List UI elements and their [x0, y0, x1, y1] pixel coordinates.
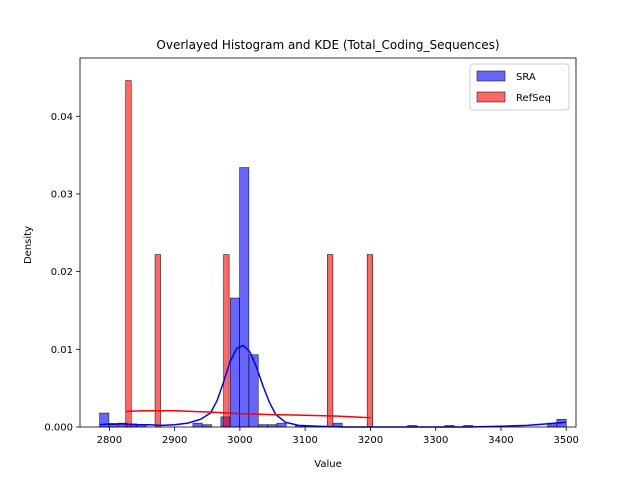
sra-bar	[229, 297, 240, 428]
refseq-kde-line	[125, 409, 371, 419]
x-tick-label: 3100	[292, 435, 317, 446]
legend: SRA RefSeq	[469, 63, 570, 111]
legend-swatch-sra	[476, 70, 506, 82]
sra-bar	[276, 422, 287, 428]
legend-label-sra: SRA	[516, 72, 536, 83]
x-tick-label: 3300	[423, 435, 448, 446]
sra-bar	[192, 422, 203, 428]
legend-label-refseq: RefSeq	[516, 93, 551, 104]
x-tick-label: 3200	[358, 435, 383, 446]
x-axis-title: Value	[314, 459, 341, 470]
x-tick-label: 3400	[488, 435, 513, 446]
x-tick-label: 2900	[162, 435, 187, 446]
y-tick-label: 0.04	[51, 112, 73, 123]
sra-bar	[239, 167, 250, 428]
refseq-bar	[327, 254, 334, 428]
x-tick-label: 3500	[553, 435, 578, 446]
y-tick-label: 0.02	[51, 267, 73, 278]
x-tick-label: 3000	[227, 435, 252, 446]
axes-frame	[79, 57, 577, 428]
y-tick-label: 0.000	[44, 423, 73, 434]
legend-swatch-refseq	[476, 91, 506, 103]
refseq-bar	[154, 254, 161, 428]
refseq-bar	[125, 80, 132, 428]
refseq-bar	[223, 254, 230, 428]
y-tick-label: 0.03	[51, 189, 73, 200]
axes: 2800 2900 3000 3100 3200 3300 3400 3500 0.000 0.0…	[44, 57, 579, 446]
x-tick-label: 2800	[97, 435, 122, 446]
chart-title: Overlayed Histogram and KDE (Total_Codin…	[156, 38, 499, 52]
y-tick-label: 0.01	[51, 345, 73, 356]
sra-bar	[248, 354, 259, 428]
y-axis-title: Density	[23, 226, 34, 264]
refseq-bar	[366, 254, 373, 428]
